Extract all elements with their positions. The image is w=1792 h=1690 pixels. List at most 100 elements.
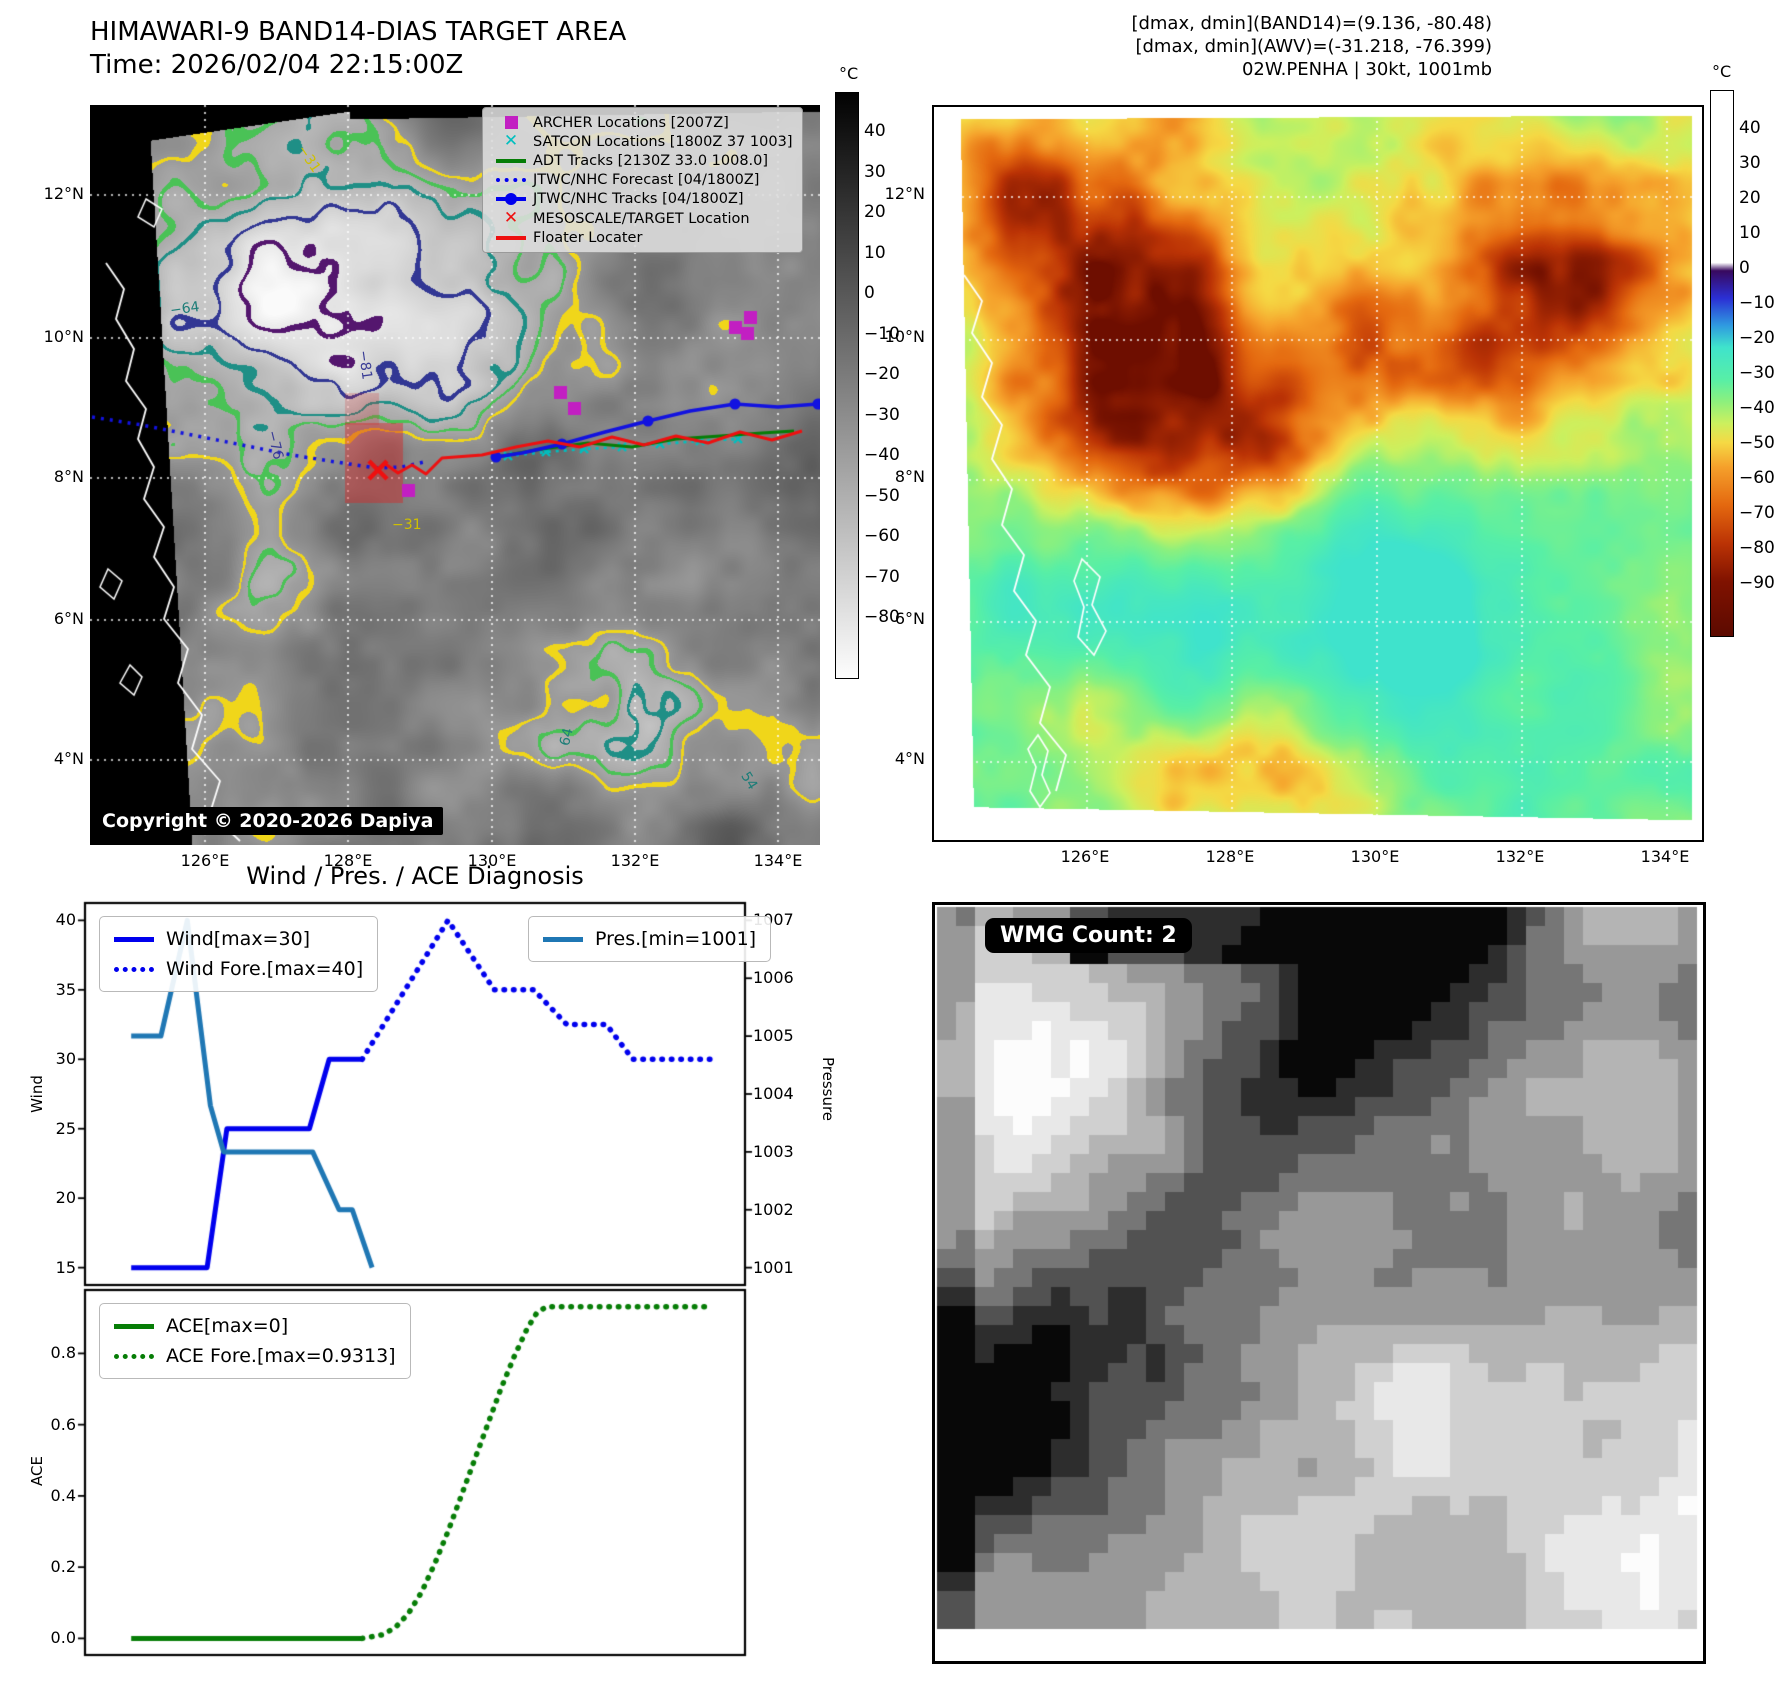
band14-lat-tick: 12°N: [43, 184, 84, 203]
wind-y-tick: 15: [55, 1257, 76, 1277]
band14-map: ARCHER Locations [2007Z] ✕ SATCON Location…: [90, 105, 820, 845]
awv-lon-tick: 132°E: [1495, 847, 1545, 866]
awv-header-line2: [dmax, dmin](AWV)=(-31.218, -76.399): [1135, 36, 1492, 57]
contour-label: −31: [392, 517, 422, 533]
ace-legend-item: ACE Fore.[max=0.9313]: [114, 1341, 396, 1371]
band14-lon-tick: 132°E: [610, 851, 660, 870]
band14-colorbar-tick: 0: [864, 283, 875, 303]
awv-colorbar-unit: °C: [1712, 62, 1732, 81]
map-legend-item: JTWC/NHC Tracks [04/1800Z]: [489, 190, 792, 209]
band14-lon-tick: 128°E: [323, 851, 373, 870]
awv-colorbar-tick: −10: [1739, 293, 1775, 313]
wind-y-tick: 35: [55, 979, 76, 999]
band14-title-line2: Time: 2026/02/04 22:15:00Z: [90, 50, 464, 80]
awv-colorbar: [1710, 90, 1734, 637]
map-legend-label: ARCHER Locations [2007Z]: [533, 114, 729, 131]
awv-satellite-canvas: [934, 107, 1702, 840]
map-legend-marker-line: [489, 158, 533, 163]
band14-colorbar-tick: −40: [864, 445, 900, 465]
map-legend-marker-x: ✕: [503, 131, 519, 152]
ace-legend-marker-solid: [114, 1323, 154, 1329]
band14-title-line1: HIMAWARI-9 BAND14-DIAS TARGET AREA: [90, 17, 627, 47]
awv-colorbar-tick: −60: [1739, 468, 1775, 488]
map-legend-label: JTWC/NHC Forecast [04/1800Z]: [533, 172, 760, 189]
wmg-panel: WMG Count: 2: [932, 902, 1706, 1664]
band14-colorbar-tick: 30: [864, 161, 886, 182]
copyright-label: Copyright © 2020-2026 Dapiya: [92, 807, 444, 835]
map-legend-item: ARCHER Locations [2007Z]: [489, 113, 792, 132]
awv-colorbar-tick: 10: [1739, 223, 1761, 243]
awv-lon-tick: 134°E: [1640, 847, 1690, 866]
band14-colorbar-tick: −20: [864, 364, 900, 384]
awv-lat-tick: 12°N: [884, 184, 925, 203]
band14-colorbar: [835, 92, 859, 679]
band14-map-legend: ARCHER Locations [2007Z] ✕ SATCON Location…: [482, 107, 804, 254]
awv-map: [932, 105, 1704, 842]
band14-colorbar-tick: −30: [864, 404, 900, 425]
pressure-y-tick: 1005: [753, 1026, 794, 1046]
awv-colorbar-tick: −90: [1739, 573, 1775, 593]
map-legend-item: ADT Tracks [2130Z 33.0 1008.0]: [489, 151, 792, 170]
awv-lat-tick: 8°N: [894, 467, 925, 486]
band14-colorbar-tick: −70: [864, 566, 900, 587]
ace-legend-label: ACE Fore.[max=0.9313]: [166, 1345, 396, 1367]
awv-colorbar-tick: −70: [1739, 503, 1775, 523]
pressure-y-tick: 1001: [753, 1257, 794, 1277]
map-legend-item: ✕ SATCON Locations [1800Z 37 1003]: [489, 131, 793, 152]
pressure-y-tick: 1003: [753, 1141, 794, 1161]
wind-y-tick: 30: [55, 1049, 76, 1069]
map-legend-item: ✕ MESOSCALE/TARGET Location: [489, 209, 792, 228]
pressure-y-tick: 1006: [753, 968, 794, 988]
band14-colorbar-tick: 20: [864, 202, 886, 222]
band14-colorbar-tick: 10: [864, 242, 886, 263]
map-legend-marker-dotted: [489, 178, 533, 183]
map-legend-item: JTWC/NHC Forecast [04/1800Z]: [489, 171, 792, 190]
awv-lon-tick: 126°E: [1060, 847, 1110, 866]
ace-y-tick: 0.0: [50, 1628, 76, 1648]
pressure-y-tick: 1002: [753, 1199, 794, 1219]
map-legend-item: Floater Locater: [489, 228, 792, 247]
awv-colorbar-tick: 0: [1739, 258, 1750, 278]
ace-legend-item: ACE[max=0]: [114, 1311, 396, 1341]
wind-legend-label: Wind[max=30]: [166, 928, 311, 950]
awv-header-line3: 02W.PENHA | 30kt, 1001mb: [1241, 59, 1492, 80]
wind-axis-label: Wind: [27, 1075, 46, 1113]
map-legend-marker-x: ✕: [503, 208, 519, 229]
pres-legend-item: Pres.[min=1001]: [543, 924, 756, 954]
awv-lon-tick: 128°E: [1205, 847, 1255, 866]
band14-lat-tick: 4°N: [53, 749, 84, 768]
awv-colorbar-tick: −20: [1739, 328, 1775, 348]
wind-legend-item: Wind Fore.[max=40]: [114, 954, 363, 984]
map-legend-marker-square: [489, 116, 533, 130]
band14-colorbar-tick: −10: [864, 323, 900, 344]
band14-colorbar-tick: −80: [864, 607, 900, 627]
pres-legend-marker-solid: [543, 936, 583, 942]
awv-lat-tick: 4°N: [894, 749, 925, 768]
awv-lon-tick: 130°E: [1350, 847, 1400, 866]
ace-y-tick: 0.2: [50, 1557, 76, 1577]
map-legend-label: SATCON Locations [1800Z 37 1003]: [533, 133, 793, 150]
pres-legend-label: Pres.[min=1001]: [595, 928, 757, 950]
wind-legend-label: Wind Fore.[max=40]: [166, 958, 364, 980]
ace-y-tick: 0.4: [50, 1485, 76, 1505]
wind-y-tick: 40: [55, 910, 76, 930]
wind-y-tick: 25: [55, 1118, 76, 1138]
wind-legend-marker-solid: [114, 936, 154, 942]
map-legend-marker-line: [489, 235, 533, 240]
wmg-pixel-canvas: [935, 905, 1703, 1655]
awv-header: [dmax, dmin](BAND14)=(9.136, -80.48) [dm…: [900, 12, 1492, 81]
map-legend-label: ADT Tracks [2130Z 33.0 1008.0]: [533, 152, 769, 169]
awv-colorbar-tick: −40: [1739, 398, 1775, 418]
band14-colorbar-unit: °C: [839, 64, 859, 83]
band14-colorbar-tick: −60: [864, 526, 900, 546]
pressure-y-tick: 1004: [753, 1084, 794, 1103]
map-legend-label: Floater Locater: [533, 229, 643, 246]
band14-lat-tick: 8°N: [53, 467, 84, 486]
band14-title: HIMAWARI-9 BAND14-DIAS TARGET AREA Time:…: [90, 16, 626, 82]
wmg-count-label: WMG Count: 2: [985, 918, 1192, 953]
map-legend-marker-line-dot: [489, 193, 533, 206]
diagnosis-title: Wind / Pres. / ACE Diagnosis: [246, 862, 584, 890]
ace-legend-marker-dotted: [114, 1353, 154, 1359]
awv-colorbar-tick: 40: [1739, 118, 1761, 138]
